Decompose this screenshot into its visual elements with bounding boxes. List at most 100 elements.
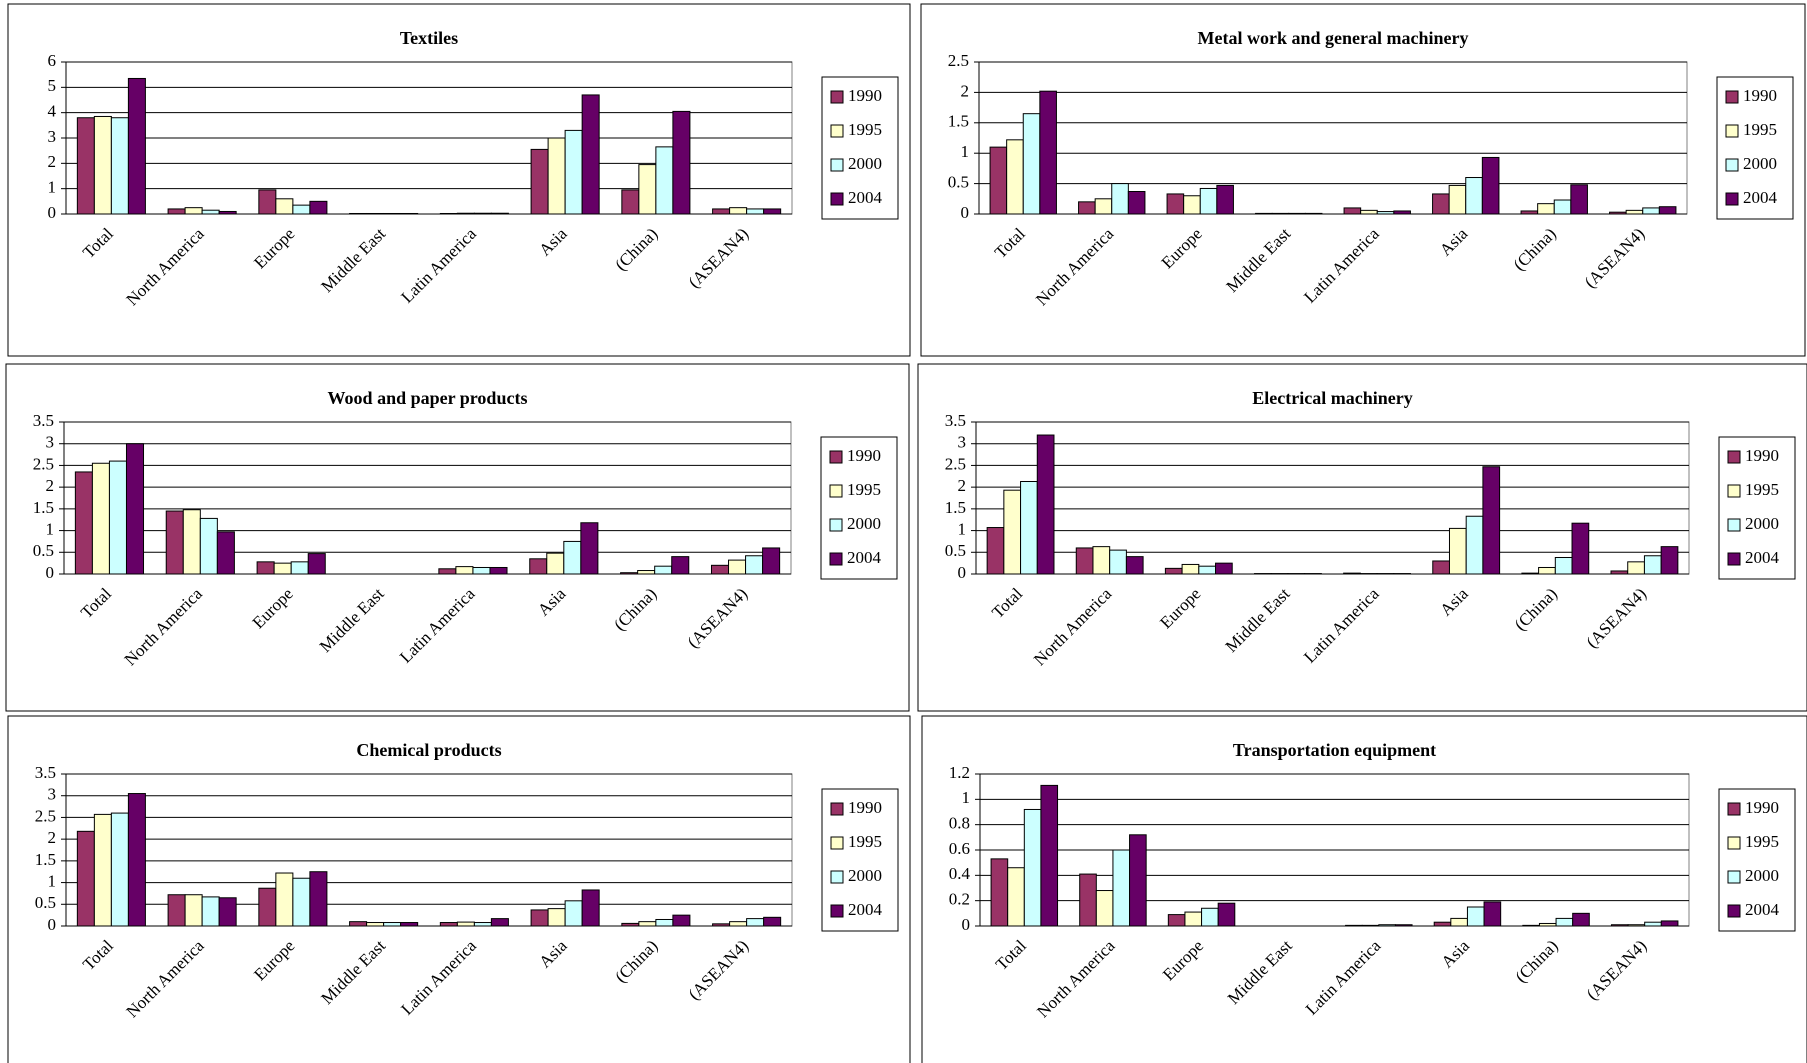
bar xyxy=(581,94,600,215)
y-tick-label: 1 xyxy=(961,142,970,161)
y-tick-label: 2.5 xyxy=(945,454,966,473)
bar xyxy=(1433,921,1452,927)
legend-swatch xyxy=(1725,192,1739,206)
chart-title: Metal work and general machinery xyxy=(1198,28,1469,48)
bar xyxy=(990,858,1009,927)
bar xyxy=(1255,212,1273,215)
bar xyxy=(763,208,782,215)
y-tick-label: 0 xyxy=(48,203,57,222)
y-tick-label: 0 xyxy=(46,563,55,582)
bar xyxy=(1166,193,1185,215)
y-tick-label: 0.6 xyxy=(949,839,970,858)
bar xyxy=(400,212,419,215)
bar xyxy=(1465,177,1483,215)
legend-swatch xyxy=(1727,518,1741,532)
bar xyxy=(564,900,583,927)
bar xyxy=(655,918,674,927)
bar xyxy=(729,921,748,927)
y-tick-label: 3 xyxy=(48,127,57,146)
bar xyxy=(292,877,311,927)
chart-title: Wood and paper products xyxy=(328,388,528,408)
bar xyxy=(201,209,220,215)
legend-swatch xyxy=(1727,870,1741,884)
bar xyxy=(472,566,491,575)
legend-swatch xyxy=(1725,158,1739,172)
legend-swatch xyxy=(1727,484,1741,498)
legend-label: 2004 xyxy=(1745,548,1780,567)
y-tick-label: 0 xyxy=(958,563,967,582)
y-tick-label: 1.5 xyxy=(35,850,56,869)
bar xyxy=(1571,522,1590,575)
bar xyxy=(108,460,127,575)
bar xyxy=(1040,784,1059,927)
y-tick-label: 5 xyxy=(48,76,57,95)
bar xyxy=(1432,560,1450,575)
bar xyxy=(712,208,731,215)
bar xyxy=(1376,211,1395,215)
y-tick-label: 0.5 xyxy=(35,893,56,912)
legend-swatch xyxy=(1727,904,1741,918)
bar xyxy=(1660,546,1679,575)
bar xyxy=(1520,210,1539,215)
bar xyxy=(1109,549,1127,575)
bar xyxy=(93,115,112,215)
bar xyxy=(638,921,657,927)
bar xyxy=(530,909,549,927)
bar xyxy=(1198,565,1217,575)
chart-panel: Transportation equipment 0 0.2 0.4 0.6 0.8 1 1.… xyxy=(921,715,1807,1063)
legend-label: 2000 xyxy=(847,514,881,533)
chart-title: Textiles xyxy=(400,28,458,48)
bar xyxy=(349,212,368,215)
bar xyxy=(1288,212,1306,215)
bar xyxy=(712,923,731,927)
legend-label: 2004 xyxy=(847,548,882,567)
y-tick-label: 2.5 xyxy=(33,454,54,473)
bar xyxy=(1184,911,1203,927)
y-tick-label: 3.5 xyxy=(945,411,966,430)
legend-label: 2004 xyxy=(848,188,883,207)
bar xyxy=(110,117,129,215)
bar xyxy=(1022,113,1041,215)
y-tick-label: 0.5 xyxy=(33,541,54,560)
bar xyxy=(1660,920,1679,927)
bar xyxy=(292,204,311,215)
legend-swatch xyxy=(829,552,843,566)
bar xyxy=(581,889,600,927)
bar xyxy=(1006,139,1024,215)
bar xyxy=(1036,434,1055,575)
legend-label: 1995 xyxy=(1743,120,1777,139)
bar xyxy=(638,164,657,215)
bar xyxy=(1079,873,1097,927)
bar xyxy=(1094,198,1113,215)
legend-swatch xyxy=(830,836,844,850)
y-tick-label: 2.5 xyxy=(35,806,56,825)
legend-label: 1995 xyxy=(848,120,882,139)
bar xyxy=(621,189,640,215)
bar xyxy=(1642,207,1660,215)
bar xyxy=(199,517,218,575)
bar xyxy=(655,146,674,215)
bar xyxy=(216,531,235,575)
bar xyxy=(1610,570,1629,575)
legend-swatch xyxy=(830,904,844,918)
bar xyxy=(366,212,385,215)
bar xyxy=(290,561,309,575)
bar xyxy=(349,921,368,927)
bar xyxy=(1554,556,1573,575)
bar xyxy=(456,212,475,215)
bar xyxy=(1112,849,1131,927)
legend-label: 1990 xyxy=(848,86,882,105)
bar xyxy=(182,509,201,575)
y-tick-label: 3.5 xyxy=(33,411,54,430)
bar xyxy=(1572,912,1590,927)
y-tick-label: 1.5 xyxy=(948,112,969,131)
bar xyxy=(167,208,186,215)
bar xyxy=(1360,209,1378,215)
legend-swatch xyxy=(829,484,843,498)
legend-label: 2004 xyxy=(1743,188,1778,207)
bar xyxy=(93,813,112,927)
bar xyxy=(1271,212,1290,215)
bar xyxy=(1483,901,1502,927)
